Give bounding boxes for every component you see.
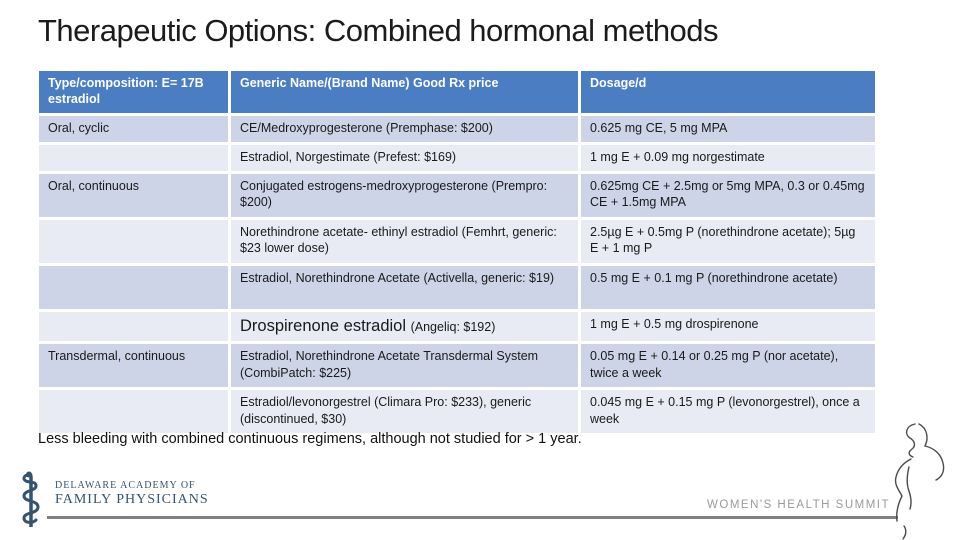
cell-dosage: 0.625 mg CE, 5 mg MPA <box>578 113 878 145</box>
table-row: Estradiol/levonorgestrel (Climara Pro: $… <box>36 387 878 437</box>
logo-line1: DELAWARE ACADEMY OF <box>55 480 196 491</box>
table-row: Transdermal, continuous Estradiol, Noret… <box>36 341 878 391</box>
hormone-options-table: Type/composition: E= 17B estradiol Gener… <box>36 68 878 437</box>
cell-type <box>36 142 231 174</box>
summit-label: WOMEN'S HEALTH SUMMIT <box>707 499 890 511</box>
cell-dosage: 0.625mg CE + 2.5mg or 5mg MPA, 0.3 or 0.… <box>578 171 878 220</box>
cell-dosage: 2.5µg E + 0.5mg P (norethindrone acetate… <box>578 217 878 266</box>
cell-type: Transdermal, continuous <box>36 341 231 391</box>
column-header-dosage: Dosage/d <box>578 68 878 116</box>
table-row: Oral, continuous Conjugated estrogens-me… <box>36 171 878 220</box>
cell-dosage: 0.045 mg E + 0.15 mg P (levonorgestrel),… <box>578 387 878 437</box>
cell-type <box>36 387 231 437</box>
table-row: Norethindrone acetate- ethinyl estradiol… <box>36 217 878 266</box>
cell-dosage: 1 mg E + 0.5 mg drospirenone <box>578 308 878 345</box>
cell-dosage: 0.5 mg E + 0.1 mg P (norethindrone aceta… <box>578 263 878 312</box>
logo-text: DELAWARE ACADEMY OF FAMILY PHYSICIANS <box>55 480 209 508</box>
footnote-text: Less bleeding with combined continuous r… <box>38 431 582 447</box>
cell-type: Oral, continuous <box>36 171 231 220</box>
column-header-type: Type/composition: E= 17B estradiol <box>36 68 231 116</box>
table-row: Estradiol, Norgestimate (Prefest: $169) … <box>36 142 878 174</box>
column-header-generic: Generic Name/(Brand Name) Good Rx price <box>228 68 581 116</box>
table-row: Estradiol, Norethindrone Acetate (Active… <box>36 263 878 312</box>
slide-title: Therapeutic Options: Combined hormonal m… <box>38 13 719 48</box>
cell-generic: Estradiol, Norethindrone Acetate Transde… <box>228 341 581 391</box>
cell-type: Oral, cyclic <box>36 113 231 145</box>
woman-silhouette-icon <box>894 423 945 540</box>
generic-brand-small: (Angeliq: $192) <box>410 320 496 334</box>
asclepius-staff-icon <box>22 471 40 527</box>
cell-dosage: 1 mg E + 0.09 mg norgestimate <box>578 142 878 174</box>
cell-generic: Estradiol, Norgestimate (Prefest: $169) <box>228 142 581 174</box>
table-row: Drospirenone estradiol (Angeliq: $192) 1… <box>36 308 878 345</box>
cell-generic: Norethindrone acetate- ethinyl estradiol… <box>228 217 581 266</box>
table-row: Oral, cyclic CE/Medroxyprogesterone (Pre… <box>36 113 878 145</box>
cell-dosage: 0.05 mg E + 0.14 or 0.25 mg P (nor aceta… <box>578 341 878 391</box>
cell-generic: CE/Medroxyprogesterone (Premphase: $200) <box>228 113 581 145</box>
table-header-row: Type/composition: E= 17B estradiol Gener… <box>36 68 878 116</box>
cell-type <box>36 308 231 345</box>
cell-generic: Conjugated estrogens-medroxyprogesterone… <box>228 171 581 220</box>
cell-generic: Estradiol, Norethindrone Acetate (Active… <box>228 263 581 312</box>
cell-generic: Drospirenone estradiol (Angeliq: $192) <box>228 308 581 345</box>
footer-divider-line <box>47 516 898 519</box>
logo-line2: FAMILY PHYSICIANS <box>55 492 209 507</box>
cell-generic: Estradiol/levonorgestrel (Climara Pro: $… <box>228 387 581 437</box>
organization-logo: DELAWARE ACADEMY OF FAMILY PHYSICIANS <box>14 470 209 530</box>
cell-type <box>36 263 231 312</box>
cell-type <box>36 217 231 266</box>
generic-name-large: Drospirenone estradiol <box>240 317 411 335</box>
